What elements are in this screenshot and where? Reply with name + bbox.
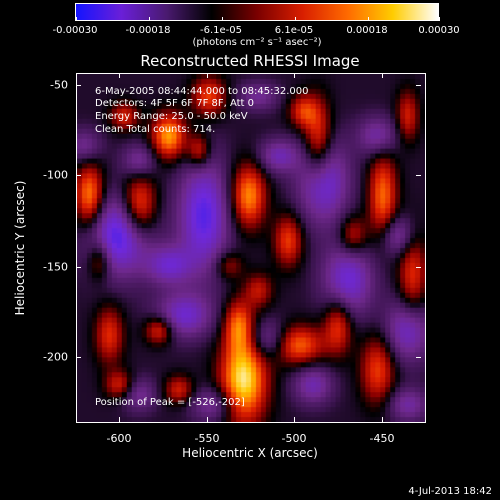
info-detectors: Detectors: 4F 5F 6F 7F 8F, Att 0 bbox=[95, 98, 255, 109]
x-tick-label: -600 bbox=[106, 432, 132, 445]
colorbar-tick bbox=[149, 17, 150, 21]
x-tick-mark bbox=[119, 417, 120, 422]
info-clean-counts: Clean Total counts: 714. bbox=[95, 124, 216, 135]
colorbar-tick bbox=[439, 17, 440, 21]
y-tick-label: -200 bbox=[43, 350, 68, 364]
x-tick-mark bbox=[207, 73, 208, 78]
y-tick-label: -50 bbox=[50, 78, 68, 92]
info-time-range: 6-May-2005 08:44:44.000 to 08:45:32.000 bbox=[95, 86, 309, 97]
x-tick-mark bbox=[294, 417, 295, 422]
y-tick-mark bbox=[76, 175, 81, 176]
plot-title: Reconstructed RHESSI Image bbox=[140, 52, 360, 70]
x-tick-mark bbox=[207, 417, 208, 422]
colorbar-tick bbox=[295, 17, 296, 21]
y-tick-mark bbox=[416, 85, 421, 86]
x-tick-mark bbox=[382, 73, 383, 78]
colorbar-tick bbox=[368, 17, 369, 21]
y-tick-mark bbox=[76, 85, 81, 86]
colorbar-tick bbox=[76, 17, 77, 21]
x-axis-label: Heliocentric X (arcsec) bbox=[182, 446, 318, 460]
colorbar-tick-label: -6.1e-05 bbox=[200, 25, 242, 36]
colorbar-tick-label: -0.00030 bbox=[52, 25, 98, 36]
y-axis-label: Heliocentric Y (arcsec) bbox=[13, 180, 27, 316]
timestamp-footer: 4-Jul-2013 18:42 bbox=[408, 486, 492, 497]
image-plot bbox=[76, 73, 426, 423]
y-tick-mark bbox=[76, 267, 81, 268]
colorbar-units: (photons cm⁻² s⁻¹ asec⁻²) bbox=[192, 37, 322, 48]
colorbar-tick bbox=[222, 17, 223, 21]
reconstructed-image bbox=[77, 74, 425, 422]
colorbar bbox=[75, 3, 440, 21]
peak-position: Position of Peak = [-526,-202] bbox=[95, 397, 245, 408]
y-tick-mark bbox=[76, 357, 81, 358]
y-tick-mark bbox=[416, 357, 421, 358]
x-tick-mark bbox=[119, 73, 120, 78]
y-tick-mark bbox=[416, 267, 421, 268]
x-tick-mark bbox=[294, 73, 295, 78]
y-tick-mark bbox=[416, 175, 421, 176]
x-tick-label: -500 bbox=[281, 432, 307, 445]
colorbar-tick-label: -0.00018 bbox=[125, 25, 171, 36]
colorbar-tick-label: 0.00030 bbox=[418, 25, 460, 36]
colorbar-tick-label: 0.00018 bbox=[346, 25, 388, 36]
x-tick-label: -550 bbox=[194, 432, 220, 445]
y-tick-label: -100 bbox=[43, 168, 68, 182]
x-tick-label: -450 bbox=[369, 432, 395, 445]
colorbar-tick-label: 6.1e-05 bbox=[274, 25, 314, 36]
info-energy-range: Energy Range: 25.0 - 50.0 keV bbox=[95, 111, 248, 122]
y-tick-label: -150 bbox=[43, 260, 68, 274]
x-tick-mark bbox=[382, 417, 383, 422]
